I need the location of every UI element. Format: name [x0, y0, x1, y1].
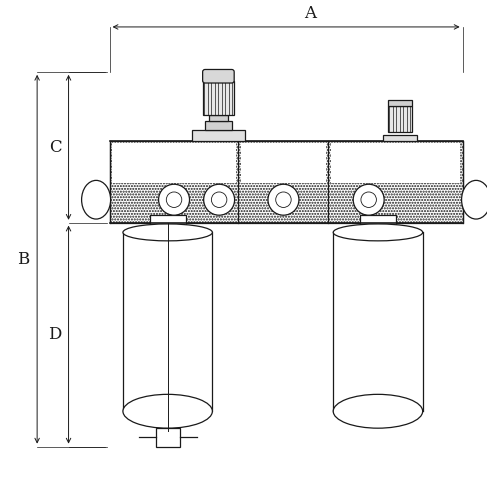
FancyBboxPatch shape: [203, 70, 234, 83]
Circle shape: [204, 184, 235, 215]
Bar: [192, 130, 245, 141]
Bar: [209, 116, 228, 121]
Ellipse shape: [333, 394, 423, 428]
Bar: [360, 216, 396, 232]
Bar: [388, 100, 412, 106]
Ellipse shape: [333, 224, 423, 241]
Ellipse shape: [82, 180, 111, 219]
Text: B: B: [18, 251, 30, 268]
Bar: [203, 80, 234, 116]
Text: C: C: [49, 139, 61, 156]
Bar: [205, 121, 232, 130]
Bar: [110, 141, 463, 223]
Ellipse shape: [123, 394, 212, 428]
Bar: [149, 216, 186, 232]
Ellipse shape: [123, 394, 212, 428]
Text: A: A: [304, 5, 316, 22]
Bar: [383, 135, 416, 141]
Bar: [241, 143, 326, 183]
Bar: [112, 143, 236, 183]
Circle shape: [268, 184, 299, 215]
Bar: [155, 428, 180, 446]
Circle shape: [353, 184, 384, 215]
Ellipse shape: [123, 224, 212, 241]
Ellipse shape: [462, 180, 490, 219]
Ellipse shape: [333, 394, 423, 428]
Text: D: D: [49, 326, 62, 343]
Bar: [331, 143, 460, 183]
Bar: [110, 141, 463, 223]
Circle shape: [159, 184, 190, 215]
Bar: [388, 106, 412, 132]
